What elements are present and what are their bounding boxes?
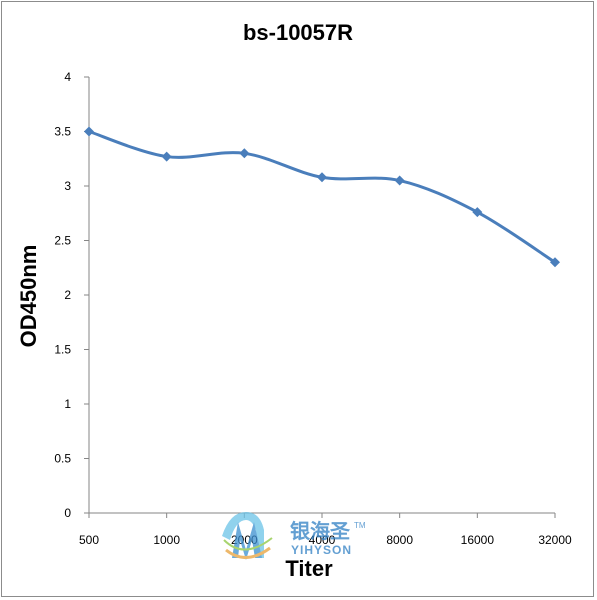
data-point <box>550 257 560 268</box>
y-tick-label: 4 <box>64 70 71 84</box>
data-point <box>161 151 172 162</box>
x-tick-label: 16000 <box>461 533 495 547</box>
data-point <box>472 207 483 218</box>
data-point <box>84 126 94 137</box>
chart-title: bs-10057R <box>243 20 353 45</box>
watermark-cn: 银海圣 <box>290 519 351 543</box>
watermark: 银海圣 TM YIHYSON <box>222 512 366 560</box>
data-point <box>239 148 250 159</box>
x-tick-label: 1000 <box>153 533 180 547</box>
y-tick-label: 3 <box>64 179 71 193</box>
watermark-en: YIHYSON <box>291 543 352 557</box>
y-tick-label: 0 <box>64 506 71 520</box>
data-point <box>317 172 327 183</box>
y-tick-label: 3.5 <box>54 125 71 139</box>
watermark-logo-icon <box>222 512 273 560</box>
x-tick-label: 8000 <box>386 533 413 547</box>
x-tick-label: 32000 <box>538 533 572 547</box>
x-tick-label: 500 <box>79 533 99 547</box>
data-point <box>394 175 405 186</box>
x-tick-label: 4000 <box>309 533 336 547</box>
series-plot <box>84 126 560 268</box>
y-tick-label: 1 <box>64 397 71 411</box>
series-line <box>88 130 556 264</box>
y-tick-label: 0.5 <box>54 452 71 466</box>
y-tick-label: 2 <box>64 288 71 302</box>
y-ticks: 0 0.5 1 1.5 2 2.5 3 3.5 4 <box>54 70 89 520</box>
y-tick-label: 2.5 <box>54 234 71 248</box>
x-axis-label: Titer <box>285 556 333 581</box>
watermark-tm: TM <box>354 521 366 530</box>
y-axis-label: OD450nm <box>16 245 41 348</box>
y-tick-label: 1.5 <box>54 343 71 357</box>
